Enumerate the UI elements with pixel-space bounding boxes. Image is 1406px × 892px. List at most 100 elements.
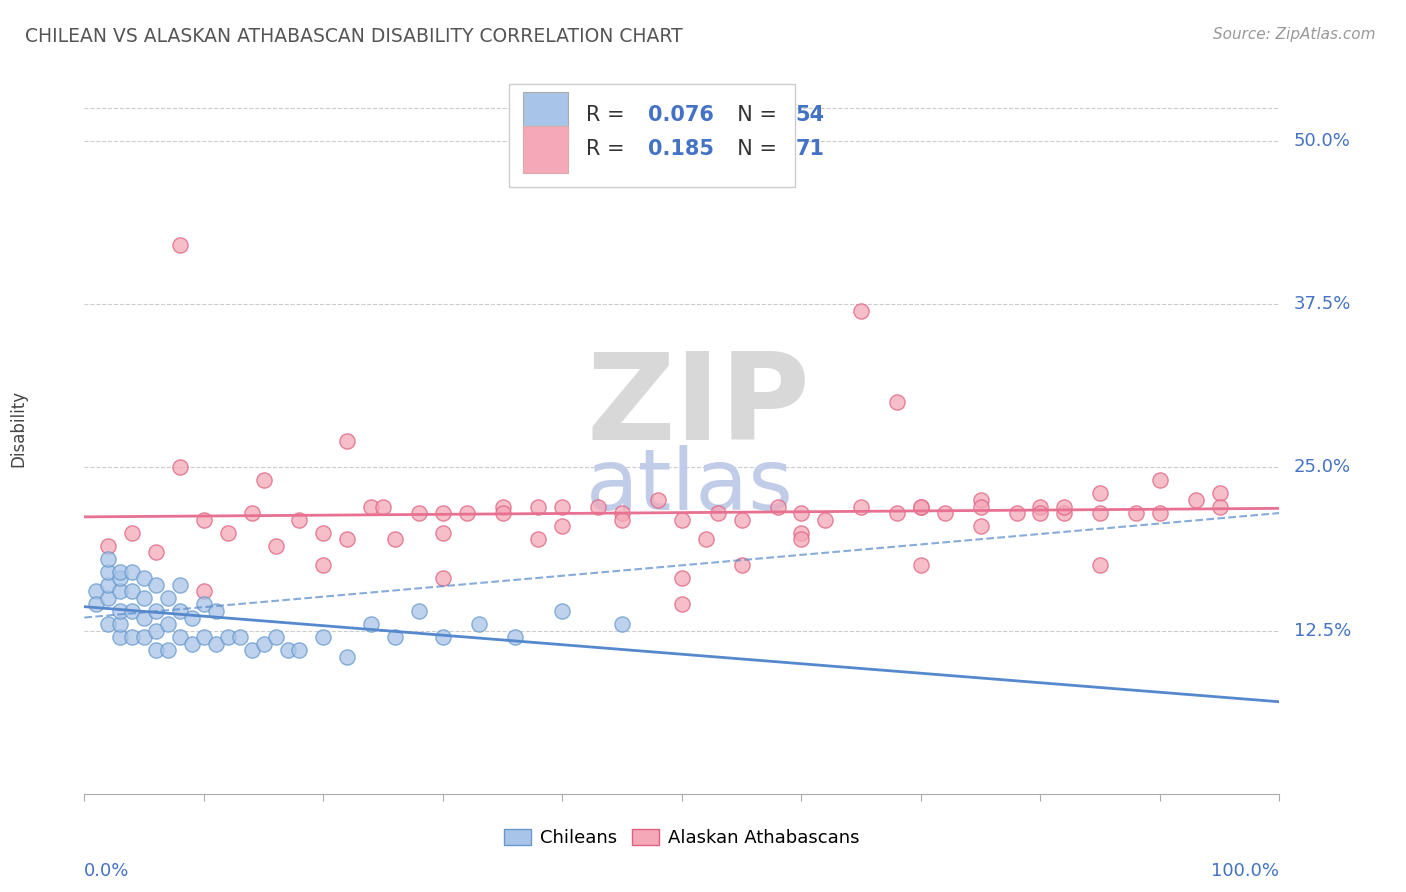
Point bbox=[1149, 506, 1171, 520]
Point bbox=[264, 630, 287, 644]
Point bbox=[97, 565, 120, 579]
Point bbox=[851, 303, 873, 318]
Point bbox=[145, 624, 167, 638]
Point bbox=[121, 584, 143, 599]
Point bbox=[432, 571, 454, 585]
Point bbox=[110, 565, 132, 579]
Point bbox=[1209, 486, 1232, 500]
Point bbox=[1149, 474, 1171, 488]
Point bbox=[205, 604, 228, 618]
Point bbox=[181, 610, 204, 624]
Point bbox=[312, 630, 335, 644]
Point bbox=[132, 571, 156, 585]
Text: ZIP: ZIP bbox=[586, 348, 810, 465]
Point bbox=[193, 598, 215, 612]
Point bbox=[456, 506, 478, 520]
Point bbox=[110, 617, 132, 632]
Point bbox=[145, 545, 167, 559]
Point bbox=[110, 604, 132, 618]
Point bbox=[97, 539, 120, 553]
Text: R =: R = bbox=[586, 105, 631, 126]
Point bbox=[253, 637, 276, 651]
Point bbox=[970, 500, 993, 514]
Text: 50.0%: 50.0% bbox=[1294, 132, 1351, 150]
Point bbox=[312, 558, 335, 573]
FancyBboxPatch shape bbox=[523, 126, 568, 173]
Point bbox=[169, 630, 191, 644]
Point bbox=[432, 506, 454, 520]
Point bbox=[121, 565, 143, 579]
Point bbox=[121, 525, 143, 540]
Text: 100.0%: 100.0% bbox=[1212, 862, 1279, 880]
Point bbox=[695, 532, 717, 546]
Text: R =: R = bbox=[586, 139, 631, 160]
Point bbox=[181, 637, 204, 651]
Point bbox=[671, 571, 693, 585]
FancyBboxPatch shape bbox=[509, 85, 796, 186]
Point bbox=[193, 512, 215, 526]
Point bbox=[790, 532, 813, 546]
Point bbox=[468, 617, 491, 632]
Point bbox=[336, 434, 359, 449]
Point bbox=[145, 578, 167, 592]
Point bbox=[169, 238, 191, 252]
Point bbox=[1029, 500, 1052, 514]
Point bbox=[229, 630, 252, 644]
Point bbox=[86, 584, 108, 599]
Point bbox=[169, 460, 191, 475]
Point bbox=[612, 506, 634, 520]
Point bbox=[169, 604, 191, 618]
Text: 25.0%: 25.0% bbox=[1294, 458, 1351, 476]
Text: N =: N = bbox=[724, 139, 783, 160]
Point bbox=[408, 506, 430, 520]
Text: N =: N = bbox=[724, 105, 783, 126]
Point bbox=[110, 571, 132, 585]
Point bbox=[1209, 500, 1232, 514]
Point bbox=[492, 500, 515, 514]
Point bbox=[1053, 500, 1076, 514]
Point bbox=[97, 551, 120, 566]
Text: 12.5%: 12.5% bbox=[1294, 622, 1351, 640]
Text: 0.185: 0.185 bbox=[648, 139, 714, 160]
Point bbox=[503, 630, 526, 644]
Point bbox=[671, 598, 693, 612]
Text: 0.076: 0.076 bbox=[648, 105, 714, 126]
Point bbox=[1090, 486, 1112, 500]
Text: 37.5%: 37.5% bbox=[1294, 295, 1351, 313]
Text: Disability: Disability bbox=[10, 390, 28, 467]
Point bbox=[612, 512, 634, 526]
Point bbox=[336, 649, 359, 664]
Point bbox=[970, 493, 993, 508]
Point bbox=[910, 500, 932, 514]
Point bbox=[934, 506, 956, 520]
Point bbox=[97, 617, 120, 632]
Point bbox=[373, 500, 395, 514]
Point bbox=[264, 539, 287, 553]
Point bbox=[814, 512, 837, 526]
Point bbox=[97, 578, 120, 592]
Point bbox=[432, 525, 454, 540]
Point bbox=[157, 591, 180, 605]
Legend: Chileans, Alaskan Athabascans: Chileans, Alaskan Athabascans bbox=[498, 822, 866, 855]
Point bbox=[588, 500, 610, 514]
Point bbox=[432, 630, 454, 644]
Text: 54: 54 bbox=[796, 105, 824, 126]
Point bbox=[240, 506, 263, 520]
Point bbox=[886, 395, 908, 409]
Point bbox=[205, 637, 228, 651]
Point bbox=[277, 643, 299, 657]
Point bbox=[157, 643, 180, 657]
Point bbox=[121, 630, 143, 644]
Point bbox=[408, 604, 430, 618]
Point bbox=[1005, 506, 1028, 520]
Point bbox=[132, 630, 156, 644]
Point bbox=[551, 500, 574, 514]
Point bbox=[336, 532, 359, 546]
Point bbox=[145, 604, 167, 618]
Point bbox=[790, 525, 813, 540]
Point bbox=[527, 500, 550, 514]
Point bbox=[157, 617, 180, 632]
Point bbox=[551, 519, 574, 533]
Point bbox=[527, 532, 550, 546]
Point bbox=[253, 474, 276, 488]
